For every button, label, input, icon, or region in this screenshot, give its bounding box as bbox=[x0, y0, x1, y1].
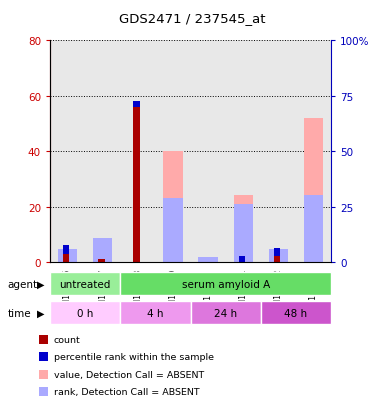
Bar bbox=[163, 152, 182, 262]
Text: 24 h: 24 h bbox=[214, 308, 237, 318]
Bar bbox=[93, 238, 112, 262]
Bar bbox=[234, 205, 253, 262]
Bar bbox=[133, 107, 140, 262]
Text: ▶: ▶ bbox=[37, 308, 44, 318]
Text: untreated: untreated bbox=[60, 279, 111, 289]
Bar bbox=[269, 249, 288, 262]
Bar bbox=[269, 251, 288, 262]
Text: 4 h: 4 h bbox=[147, 308, 164, 318]
Bar bbox=[50, 301, 120, 324]
Bar bbox=[234, 196, 253, 262]
Bar bbox=[191, 301, 261, 324]
Bar bbox=[199, 258, 218, 262]
Text: ▶: ▶ bbox=[37, 279, 44, 289]
Bar bbox=[163, 198, 182, 262]
Text: 0 h: 0 h bbox=[77, 308, 94, 318]
Bar bbox=[120, 273, 331, 295]
Text: serum amyloid A: serum amyloid A bbox=[182, 279, 270, 289]
Bar bbox=[304, 119, 323, 262]
Bar bbox=[274, 249, 280, 257]
Bar bbox=[133, 102, 140, 107]
Bar bbox=[50, 273, 120, 295]
Text: count: count bbox=[54, 335, 80, 344]
Text: 48 h: 48 h bbox=[285, 308, 308, 318]
Text: time: time bbox=[8, 308, 31, 318]
Bar bbox=[120, 301, 191, 324]
Bar bbox=[58, 251, 77, 262]
Bar bbox=[58, 249, 77, 262]
Text: percentile rank within the sample: percentile rank within the sample bbox=[54, 352, 214, 361]
Bar bbox=[261, 301, 331, 324]
Text: agent: agent bbox=[8, 279, 38, 289]
Bar bbox=[98, 259, 104, 262]
Bar bbox=[239, 257, 245, 262]
Text: GDS2471 / 237545_at: GDS2471 / 237545_at bbox=[119, 12, 266, 25]
Bar bbox=[93, 240, 112, 262]
Bar bbox=[304, 196, 323, 262]
Bar bbox=[274, 257, 280, 262]
Bar bbox=[199, 258, 218, 262]
Text: rank, Detection Call = ABSENT: rank, Detection Call = ABSENT bbox=[54, 387, 199, 396]
Text: value, Detection Call = ABSENT: value, Detection Call = ABSENT bbox=[54, 370, 204, 379]
Bar bbox=[63, 246, 69, 254]
Bar bbox=[63, 254, 69, 262]
